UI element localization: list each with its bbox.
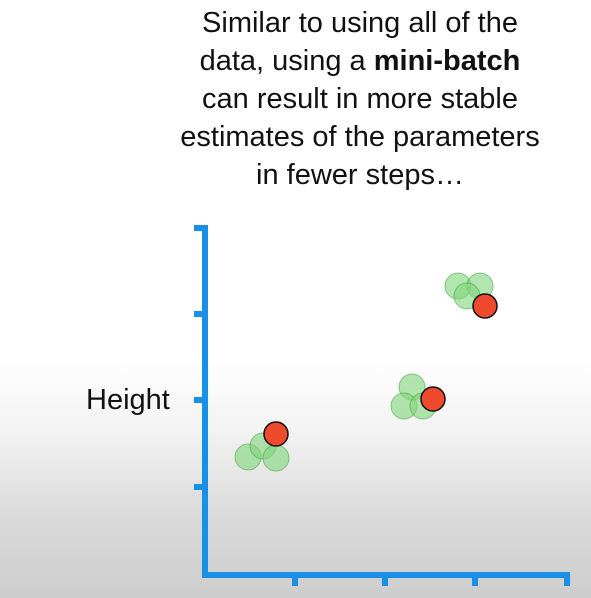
caption: Similar to using all of the data, using … [140,4,580,194]
caption-line-2: data, using a mini-batch [140,42,580,80]
estimate-point [420,386,446,412]
caption-line-2-text: data, using a [199,45,374,77]
y-axis-label: Height [86,384,170,416]
caption-line-1: Similar to using all of the [202,7,518,39]
caption-line-4: estimates of the parameters [180,121,540,153]
caption-line-3: can result in more stable [202,83,518,115]
estimate-point [263,421,289,447]
caption-highlight: mini-batch [373,45,521,77]
estimate-point [472,293,498,319]
sample-point [262,444,290,472]
axes [194,225,570,586]
caption-line-5: in fewer steps… [256,159,464,191]
data-points [234,272,498,472]
